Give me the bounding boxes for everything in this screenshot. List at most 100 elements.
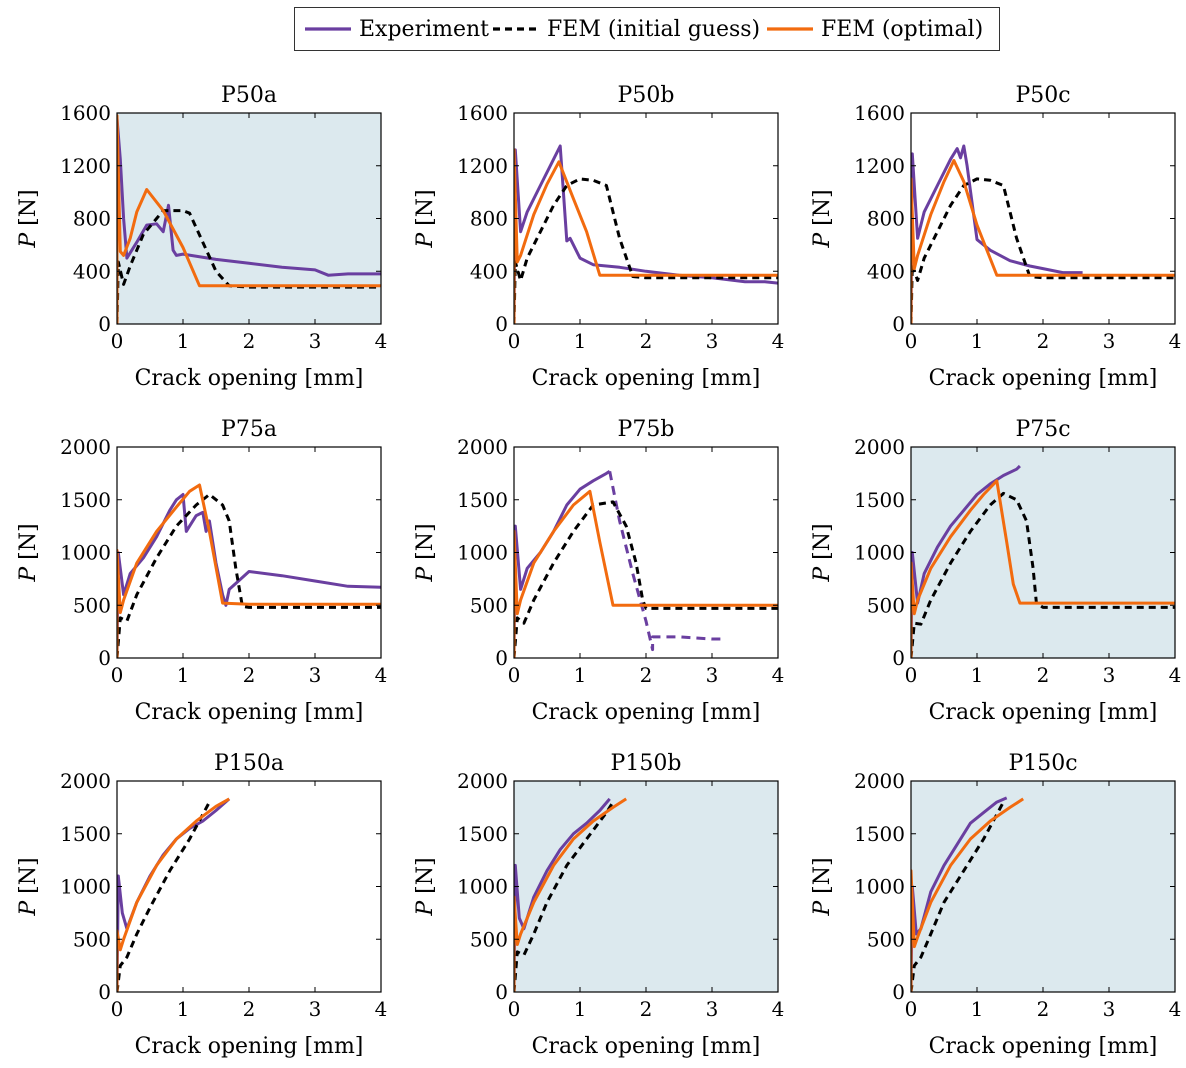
y-tick-label: 1200 [60,154,111,178]
series-line-fem-initial [514,177,778,324]
x-tick-label: 2 [1037,663,1050,687]
x-tick-label: 0 [111,329,124,353]
y-tick-label: 1000 [60,541,111,565]
series-line-fem-optimal [117,797,230,992]
y-axis-label: P [N] [16,857,41,916]
legend-label-experiment: Experiment [359,16,490,42]
y-tick-label: 400 [867,259,905,283]
y-tick-label: 500 [867,927,905,951]
y-tick-label: 0 [892,646,905,670]
x-tick-label: 1 [971,997,984,1021]
x-axis-label: Crack opening [mm] [135,700,364,725]
y-tick-label: 0 [98,980,111,1004]
legend-box: Experiment FEM (initial guess) FEM (opti… [294,7,1000,51]
series-line-experiment [514,144,778,324]
y-tick-label: 1500 [60,488,111,512]
y-tick-label: 1200 [457,154,508,178]
x-tick-label: 1 [574,663,587,687]
x-tick-label: 2 [1037,997,1050,1021]
chart-panel-p150b: 0 1 2 3 4 0 500 1000 1500 2000 P150b Crack opening … [413,751,784,1059]
series-line-experiment [608,471,726,652]
x-tick-label: 3 [706,329,719,353]
legend-line-fem-optimal-icon [767,27,813,31]
y-tick-label: 0 [495,312,508,336]
x-axis-label: Crack opening [mm] [929,700,1158,725]
series-line-fem-initial [911,177,1175,324]
chart-title: P150c [1008,751,1077,776]
legend-line-experiment-icon [305,27,351,31]
chart-title: P50b [618,83,675,108]
y-tick-label: 1500 [60,822,111,846]
legend-item-fem-optimal: FEM (optimal) [765,8,983,50]
chart-panel-p50a: 0 1 2 3 4 0 400 800 1200 1600 P50a Crack opening [m… [16,83,387,391]
series-line-fem-optimal [117,114,381,324]
x-tick-label: 0 [508,997,521,1021]
y-tick-label: 2000 [60,435,111,459]
x-tick-label: 1 [574,997,587,1021]
x-tick-label: 2 [640,997,653,1021]
x-tick-label: 4 [375,997,388,1021]
plot-area [117,447,381,658]
series-line-fem-initial [514,801,615,992]
series-line-experiment [911,144,1083,324]
series-line-fem-initial [911,801,1005,992]
y-tick-label: 1000 [457,875,508,899]
y-tick-label: 1200 [854,154,905,178]
x-tick-label: 2 [243,663,256,687]
y-tick-label: 1600 [854,101,905,125]
legend-line-fem-initial-icon [493,27,539,31]
series-line-fem-optimal [514,797,628,992]
x-axis-label: Crack opening [mm] [135,1034,364,1059]
plot-area [911,447,1175,658]
y-tick-label: 1600 [457,101,508,125]
y-tick-label: 2000 [854,435,905,459]
chart-title: P75b [618,417,675,442]
series-line-fem-initial [911,491,1175,658]
y-axis-label: P [N] [16,523,41,582]
plot-area [117,781,381,992]
x-tick-label: 2 [1037,329,1050,353]
x-tick-label: 2 [243,997,256,1021]
x-tick-label: 2 [640,329,653,353]
y-tick-label: 1000 [854,875,905,899]
x-tick-label: 1 [971,663,984,687]
x-tick-label: 2 [243,329,256,353]
y-axis-label: P [N] [413,189,438,248]
x-tick-label: 4 [1169,997,1182,1021]
x-tick-label: 1 [177,329,190,353]
y-tick-label: 1000 [457,541,508,565]
x-tick-label: 0 [508,663,521,687]
chart-title: P75a [221,417,277,442]
chart-title: P75c [1015,417,1070,442]
x-tick-label: 0 [905,329,918,353]
x-tick-label: 3 [706,663,719,687]
chart-panel-p50b: 0 1 2 3 4 0 400 800 1200 1600 P50b Crack opening [m… [413,83,784,391]
x-tick-label: 4 [772,663,785,687]
plot-area [514,113,778,324]
y-tick-label: 2000 [854,769,905,793]
x-axis-label: Crack opening [mm] [929,366,1158,391]
y-tick-label: 800 [73,207,111,231]
series-line-fem-optimal [911,797,1025,992]
plot-area [911,781,1175,992]
series-line-fem-optimal [514,148,778,324]
series-line-experiment [117,493,381,658]
y-tick-label: 500 [73,593,111,617]
chart-panel-p50c: 0 1 2 3 4 0 400 800 1200 1600 P50c Crack opening [m… [810,83,1181,391]
y-tick-label: 400 [470,259,508,283]
y-tick-label: 1500 [854,822,905,846]
chart-title: P50a [221,83,277,108]
series-line-fem-optimal [514,489,778,658]
y-tick-label: 500 [73,927,111,951]
x-tick-label: 3 [309,997,322,1021]
chart-panel-p75a: 0 1 2 3 4 0 500 1000 1500 2000 P75a Crack opening [… [16,417,387,725]
x-tick-label: 1 [574,329,587,353]
y-tick-label: 400 [73,259,111,283]
series-line-fem-initial [117,801,211,992]
x-tick-label: 3 [706,997,719,1021]
y-tick-label: 800 [470,207,508,231]
series-line-experiment [514,797,611,992]
x-tick-label: 3 [309,329,322,353]
x-tick-label: 2 [640,663,653,687]
chart-panel-p150c: 0 1 2 3 4 0 500 1000 1500 2000 P150c Crack opening … [810,751,1181,1059]
